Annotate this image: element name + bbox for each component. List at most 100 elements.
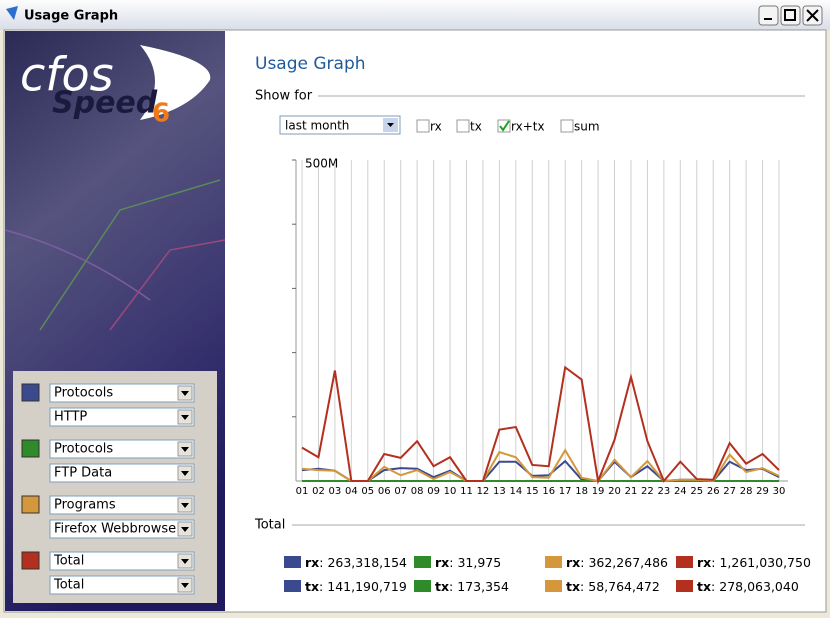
group-select[interactable]	[49, 383, 195, 403]
x-tick-label: 01	[296, 486, 309, 497]
total-entry: rx: 31,975	[435, 555, 501, 570]
window-buttons	[758, 5, 823, 26]
select-arrow	[181, 447, 189, 452]
x-tick-label: 23	[657, 486, 670, 497]
total-entry: rx: 362,267,486	[566, 555, 668, 570]
total-separator: :	[449, 579, 453, 594]
group-select-value: Programs	[54, 498, 116, 513]
checkbox[interactable]	[560, 119, 574, 133]
x-tick-label: 16	[542, 486, 555, 497]
select-arrow	[181, 471, 189, 476]
x-tick-label: 29	[756, 486, 769, 497]
checkbox-label: rx	[430, 120, 442, 134]
period-value: last month	[285, 119, 349, 133]
item-select-value: Total	[53, 578, 84, 593]
total-swatch	[545, 556, 562, 568]
show-for-label: Show for	[255, 89, 313, 104]
decor-line	[109, 239, 226, 331]
total-value: 278,063,040	[719, 579, 799, 594]
close-glyph	[806, 9, 819, 22]
x-tick-label: 05	[361, 486, 374, 497]
item-select-value: HTTP	[54, 410, 87, 425]
x-tick-label: 20	[608, 486, 621, 497]
x-tick-label: 25	[690, 486, 703, 497]
total-swatch	[545, 580, 562, 592]
x-tick-label: 06	[378, 486, 391, 497]
checkbox[interactable]	[416, 119, 430, 133]
group-select[interactable]	[49, 551, 195, 571]
x-tick-label: 26	[707, 486, 720, 497]
series-swatch	[21, 495, 40, 514]
x-tick-label: 27	[723, 486, 736, 497]
series-swatch	[21, 383, 40, 402]
checkbox-label: sum	[574, 120, 600, 134]
total-swatch	[676, 556, 693, 568]
maximize-button[interactable]	[780, 5, 801, 26]
item-select[interactable]	[49, 519, 195, 539]
logo-brand: cfos	[20, 48, 114, 102]
x-tick-label: 08	[411, 486, 424, 497]
total-key: tx	[435, 579, 449, 594]
group-select[interactable]	[49, 439, 195, 459]
x-tick-label: 22	[641, 486, 654, 497]
total-heading: Total	[254, 518, 285, 533]
total-key: rx	[435, 555, 449, 570]
x-tick-label: 03	[329, 486, 342, 497]
total-swatch	[284, 580, 301, 592]
x-tick-label: 30	[773, 486, 786, 497]
maximize-glyph	[784, 9, 796, 21]
window-title: Usage Graph	[24, 9, 118, 24]
x-tick-label: 21	[625, 486, 638, 497]
minimize-button[interactable]	[758, 5, 779, 26]
total-separator: :	[711, 555, 715, 570]
x-tick-label: 18	[575, 486, 588, 497]
heading: Usage Graph	[255, 54, 366, 74]
total-entry: rx: 263,318,154	[305, 555, 407, 570]
total-key: rx	[305, 555, 319, 570]
x-tick-label: 14	[509, 486, 522, 497]
total-separator: :	[319, 555, 323, 570]
x-tick-label: 12	[477, 486, 490, 497]
minimize-glyph	[764, 18, 772, 20]
total-entry: rx: 1,261,030,750	[697, 555, 811, 570]
total-value: 173,354	[457, 579, 509, 594]
item-select[interactable]	[49, 463, 195, 483]
total-value: 31,975	[457, 555, 501, 570]
period-select[interactable]	[279, 115, 401, 135]
x-tick-label: 15	[526, 486, 539, 497]
title-bar	[0, 0, 830, 30]
item-select-value: FTP Data	[54, 466, 112, 481]
checkmark	[499, 120, 510, 132]
total-value: 58,764,472	[588, 579, 660, 594]
select-arrow	[181, 583, 189, 588]
item-select-value: Firefox Webbrowse	[54, 522, 176, 537]
app-icon	[6, 6, 18, 20]
total-entry: tx: 58,764,472	[566, 579, 660, 594]
select-arrow	[181, 527, 189, 532]
x-tick-label: 10	[444, 486, 457, 497]
y-tick-label: 500M	[305, 157, 338, 171]
x-tick-label: 19	[592, 486, 605, 497]
item-select[interactable]	[49, 575, 195, 595]
x-tick-label: 09	[427, 486, 440, 497]
total-key: tx	[697, 579, 711, 594]
x-tick-label: 11	[460, 486, 473, 497]
total-key: tx	[305, 579, 319, 594]
decor-line	[4, 229, 151, 301]
total-key: tx	[566, 579, 580, 594]
x-tick-label: 17	[559, 486, 572, 497]
total-separator: :	[580, 555, 584, 570]
checkbox[interactable]	[456, 119, 470, 133]
group-select-value: Protocols	[54, 442, 113, 457]
item-select[interactable]	[49, 407, 195, 427]
total-entry: tx: 278,063,040	[697, 579, 799, 594]
logo-product: Speed	[52, 86, 158, 121]
checkbox-label: tx	[470, 120, 482, 134]
total-key: rx	[566, 555, 580, 570]
group-select[interactable]	[49, 495, 195, 515]
series-swatch	[21, 551, 40, 570]
x-tick-label: 28	[740, 486, 753, 497]
watermark	[760, 572, 824, 610]
total-value: 141,190,719	[327, 579, 407, 594]
